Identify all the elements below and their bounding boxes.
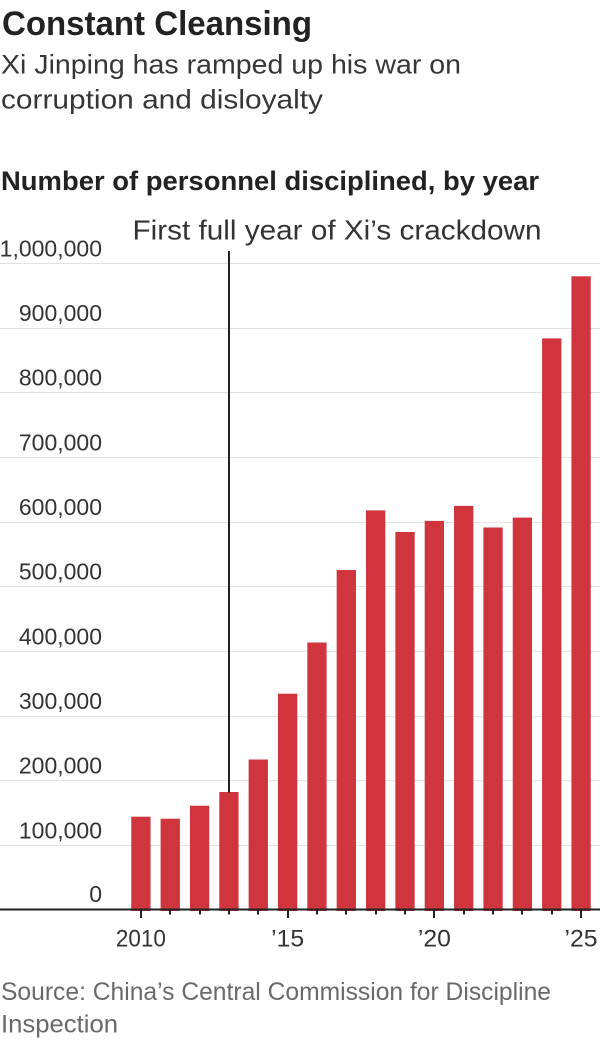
svg-text:900,000: 900,000: [19, 300, 102, 326]
svg-text:0: 0: [89, 881, 102, 907]
svg-text:200,000: 200,000: [19, 753, 102, 779]
svg-text:100,000: 100,000: [19, 817, 102, 843]
svg-text:2010: 2010: [116, 926, 166, 953]
svg-text:Number of personnel discipline: Number of personnel disciplined, by year: [1, 166, 540, 196]
svg-text:’15: ’15: [271, 926, 304, 953]
svg-text:500,000: 500,000: [19, 559, 102, 585]
svg-text:Xi Jinping has ramped up his w: Xi Jinping has ramped up his war on: [1, 50, 461, 80]
svg-text:Constant Cleansing: Constant Cleansing: [2, 5, 312, 43]
svg-text:300,000: 300,000: [19, 688, 102, 714]
svg-text:’20: ’20: [418, 926, 451, 953]
svg-text:700,000: 700,000: [19, 429, 102, 455]
svg-text:Source: China’s Central Commis: Source: China’s Central Commission for D…: [1, 978, 551, 1006]
svg-text:corruption and disloyalty: corruption and disloyalty: [1, 85, 324, 115]
svg-text:800,000: 800,000: [19, 365, 102, 391]
svg-text:400,000: 400,000: [19, 623, 102, 649]
svg-text:1,000,000: 1,000,000: [0, 235, 102, 261]
svg-text:600,000: 600,000: [19, 494, 102, 520]
svg-text:’25: ’25: [565, 926, 598, 953]
svg-text:Inspection: Inspection: [1, 1010, 118, 1038]
svg-text:First full year of Xi’s crackd: First full year of Xi’s crackdown: [133, 215, 542, 246]
